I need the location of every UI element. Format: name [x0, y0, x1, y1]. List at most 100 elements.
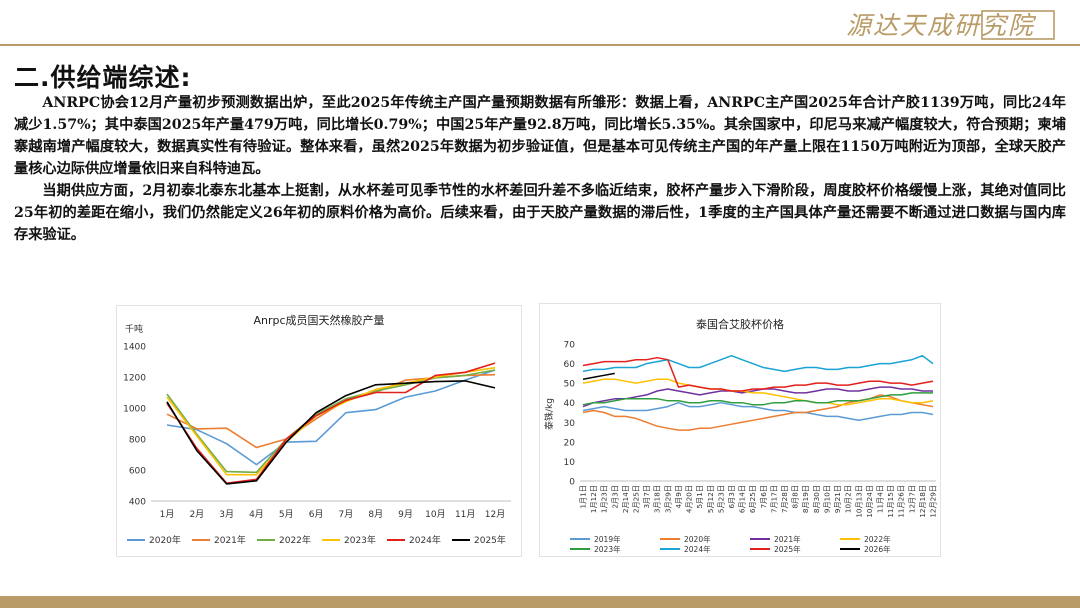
legend-label: 2022年: [864, 534, 891, 544]
y-tick-label: 800: [129, 436, 146, 446]
x-tick-label: 11月26日: [897, 485, 906, 518]
x-tick-label: 11月15日: [886, 485, 895, 518]
series-line: [582, 392, 933, 406]
series-line: [582, 356, 934, 392]
y-tick-label: 1000: [123, 405, 146, 415]
x-tick-label: 7月17日: [769, 485, 778, 513]
x-tick-label: 5月1日: [695, 485, 704, 509]
legend-label: 2022年: [279, 534, 311, 546]
legend-label: 2019年: [594, 534, 621, 544]
x-tick-label: 8月30日: [812, 485, 821, 513]
y-tick-label: 50: [564, 380, 576, 390]
x-tick-label: 12月18日: [918, 485, 927, 518]
x-tick-label: 8月: [368, 509, 383, 520]
series-line: [582, 394, 934, 431]
y-tick-label: 400: [129, 498, 146, 508]
x-tick-label: 10月13日: [854, 485, 863, 518]
x-tick-label: 2月25日: [632, 485, 641, 513]
legend-label: 2025年: [774, 544, 801, 554]
paragraph-2: 当期供应方面，2月初泰北泰东北基本上挺割，从水杯差可见季节性的水杯差回升差不多临…: [14, 183, 1066, 243]
x-tick-label: 1月1日: [579, 485, 588, 509]
x-tick-label: 4月9日: [674, 485, 683, 509]
series-line: [166, 369, 496, 474]
y-tick-label: 10: [564, 458, 576, 468]
x-tick-label: 12月29日: [929, 485, 938, 518]
legend-label: 2025年: [474, 534, 506, 546]
y-tick-label: 1200: [123, 374, 146, 384]
x-tick-label: 5月12日: [706, 485, 715, 513]
y-tick-label: 20: [564, 438, 576, 448]
x-tick-label: 10月: [425, 509, 445, 520]
series-line: [582, 401, 934, 422]
hatyai-cup-lump-price-chart: 泰国合艾胶杯价格泰铢/kg 0 10 20 30 40 50 60 70 1月1日 1月12日 1月2…: [539, 303, 941, 557]
x-tick-label: 2月3日: [610, 485, 619, 509]
x-tick-label: 3月: [219, 509, 234, 520]
x-tick-label: 6月3日: [727, 485, 736, 509]
chart-title: 泰国合艾胶杯价格: [696, 317, 784, 331]
legend-label: 2026年: [864, 544, 891, 554]
x-tick-label: 6月: [309, 509, 324, 520]
x-tick-label: 6月14日: [738, 485, 747, 513]
summary-text: ANRPC协会12月产量初步预测数据出炉，至此2025年传统主产国产量预期数据有…: [14, 92, 1066, 246]
x-tick-label: 8月8日: [791, 485, 800, 509]
x-tick-label: 3月18日: [653, 485, 662, 513]
legend-label: 2023年: [594, 544, 621, 554]
x-tick-label: 1月: [160, 509, 175, 520]
x-tick-label: 7月: [339, 509, 354, 520]
y-tick-label: 40: [564, 399, 576, 409]
x-tick-label: 4月: [249, 509, 264, 520]
x-tick-label: 9月10日: [822, 485, 831, 513]
legend-label: 2020年: [684, 534, 711, 544]
x-tick-label: 4月20日: [685, 485, 694, 513]
x-tick-label: 9月: [398, 509, 413, 520]
x-tick-label: 2月: [189, 509, 204, 520]
paragraph-1: ANRPC协会12月产量初步预测数据出炉，至此2025年传统主产国产量预期数据有…: [14, 95, 1066, 177]
series-line: [582, 386, 933, 408]
y-tick-label: 30: [564, 419, 576, 429]
header-divider: [0, 44, 1080, 46]
series-line: [166, 373, 496, 449]
x-tick-label: 7月28日: [780, 485, 789, 513]
legend-label: 2024年: [409, 534, 441, 546]
x-tick-label: 3月7日: [642, 485, 651, 509]
x-tick-label: 6月25日: [748, 485, 757, 513]
y-tick-label: 70: [564, 341, 576, 351]
x-tick-label: 9月21日: [833, 485, 842, 513]
legend-label: 2021年: [214, 534, 246, 546]
anrpc-production-chart: Anrpc成员国天然橡胶产量 千吨 400 600 800 1000 1200 1400 1月 2…: [116, 305, 522, 557]
y-tick-label: 0: [569, 478, 575, 488]
series-line: [582, 354, 934, 373]
y-axis-label: 泰铢/kg: [543, 398, 555, 430]
x-tick-label: 8月19日: [801, 485, 810, 513]
x-tick-label: 3月29日: [663, 485, 672, 513]
x-tick-label: 12月: [485, 509, 505, 520]
x-tick-label: 11月: [455, 509, 475, 520]
series-line: [166, 369, 496, 466]
x-tick-label: 10月2日: [844, 485, 853, 513]
x-tick-label: 1月12日: [589, 485, 598, 513]
x-tick-label: 10月24日: [865, 485, 874, 518]
x-tick-label: 11月4日: [875, 485, 884, 513]
x-tick-label: 5月: [279, 509, 294, 520]
section-title: 二.供给端综述:: [14, 63, 192, 92]
legend-label: 2024年: [684, 544, 711, 554]
x-tick-label: 2月14日: [621, 485, 630, 513]
legend-label: 2021年: [774, 534, 801, 544]
series-line: [166, 380, 496, 485]
y-tick-label: 1400: [123, 343, 146, 353]
chart-title: Anrpc成员国天然橡胶产量: [253, 313, 384, 327]
x-tick-label: 1月23日: [600, 485, 609, 513]
y-tick-label: 60: [564, 360, 576, 370]
footer-bar: [0, 596, 1080, 608]
logo-text: 源达天成研究院: [846, 11, 1037, 40]
series-line: [582, 378, 934, 406]
x-tick-label: 12月7日: [907, 485, 916, 513]
x-tick-label: 7月6日: [759, 485, 768, 509]
brand-logo: 源达天成研究院: [846, 10, 1055, 40]
x-tick-label: 5月23日: [716, 485, 725, 513]
series-line: [582, 372, 615, 380]
legend-label: 2023年: [344, 534, 376, 546]
y-tick-label: 600: [129, 467, 146, 477]
